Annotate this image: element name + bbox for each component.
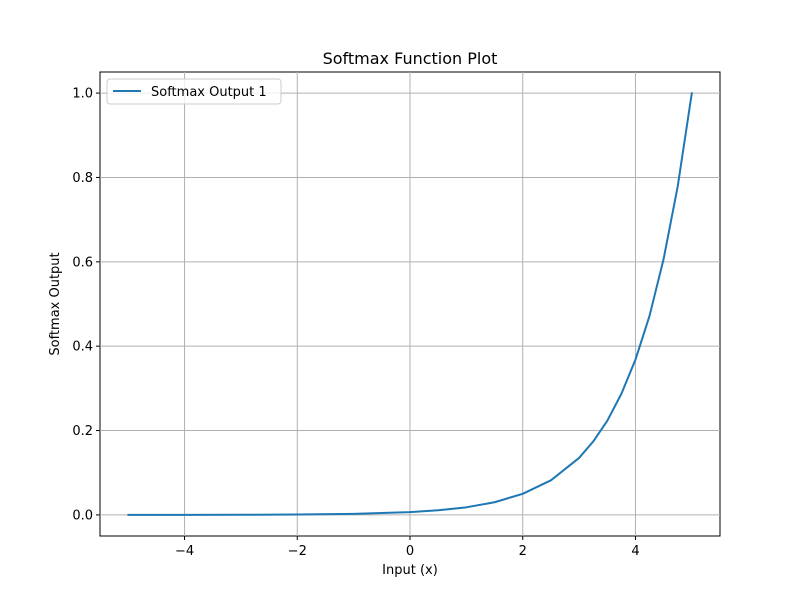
- x-tick-label: −4: [175, 544, 194, 559]
- series-line: [127, 92, 693, 516]
- legend-label: Softmax Output 1: [151, 85, 267, 100]
- y-tick-label: 1.0: [72, 87, 93, 102]
- y-axis-ticks: 0.0 0.2 0.4 0.6 0.8 1.0: [72, 87, 100, 523]
- x-tick-label: −2: [288, 544, 307, 559]
- legend: Softmax Output 1: [106, 78, 282, 105]
- grid: [100, 72, 720, 536]
- x-tick-label: 0: [406, 544, 414, 559]
- x-tick-label: 2: [519, 544, 527, 559]
- y-tick-label: 0.6: [72, 255, 93, 270]
- y-tick-label: 0.2: [72, 424, 93, 439]
- chart-title: Softmax Function Plot: [323, 49, 498, 68]
- y-tick-label: 0.0: [72, 508, 93, 523]
- y-axis-label: Softmax Output: [48, 252, 63, 355]
- x-tick-label: 4: [631, 544, 639, 559]
- y-tick-label: 0.8: [72, 171, 93, 186]
- legend-box: [106, 78, 282, 105]
- y-tick-label: 0.4: [72, 340, 93, 355]
- x-axis-label: Input (x): [382, 563, 438, 578]
- series-group: [127, 92, 693, 516]
- x-axis-ticks: −4 −2 0 2 4: [175, 536, 640, 559]
